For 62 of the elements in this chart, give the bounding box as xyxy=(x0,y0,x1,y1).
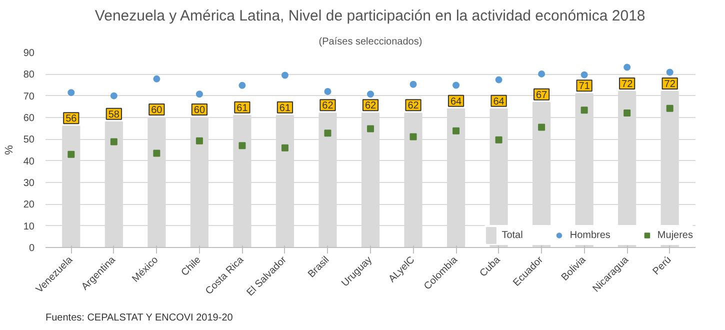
y-tick-label: 80 xyxy=(23,70,35,81)
point xyxy=(580,71,588,78)
legend-label: Total xyxy=(502,230,523,240)
data-label: 62 xyxy=(408,100,420,112)
y-tick-label: 90 xyxy=(23,48,35,59)
y-tick-label: 70 xyxy=(23,91,35,102)
point xyxy=(281,144,288,152)
point xyxy=(452,127,460,134)
point xyxy=(538,70,546,78)
point xyxy=(624,109,631,116)
y-tick-label: 60 xyxy=(23,113,35,124)
point xyxy=(410,80,417,88)
point xyxy=(238,142,246,150)
chart-subtitle: (Países seleccionados) xyxy=(318,36,422,48)
y-tick-label: 20 xyxy=(23,200,35,211)
point xyxy=(68,150,75,158)
point xyxy=(324,130,332,137)
data-label: 58 xyxy=(108,109,120,120)
data-label: 62 xyxy=(322,100,334,112)
point xyxy=(196,90,203,98)
y-tick-label: 50 xyxy=(23,134,35,146)
legend-label: Hombres xyxy=(570,230,610,240)
point xyxy=(666,104,674,112)
legend-label: Mujeres xyxy=(657,230,693,240)
point xyxy=(324,88,332,95)
point xyxy=(367,90,374,98)
point xyxy=(196,137,203,144)
point xyxy=(110,92,118,100)
data-label: 71 xyxy=(578,81,590,92)
y-tick-label: 0 xyxy=(28,243,35,254)
point xyxy=(624,64,631,71)
point xyxy=(580,106,588,114)
source-note: Fuentes: CEPALSTAT Y ENCOVI 2019-20 xyxy=(46,312,234,324)
point xyxy=(538,124,546,131)
data-label: 60 xyxy=(194,105,206,116)
point xyxy=(238,82,246,89)
point xyxy=(68,89,75,96)
data-label: 62 xyxy=(364,100,376,112)
point xyxy=(367,125,374,132)
point xyxy=(452,82,460,89)
y-tick-label: 30 xyxy=(23,178,35,189)
data-label: 64 xyxy=(450,96,462,108)
data-label: 64 xyxy=(493,96,505,108)
data-label: 67 xyxy=(536,90,548,101)
y-axis-title: % xyxy=(3,144,16,155)
chart-title: Venezuela y América Latina, Nivel de participación en la actividad económica 2018 xyxy=(94,8,646,24)
data-label: 61 xyxy=(279,102,291,114)
point xyxy=(153,150,160,157)
data-label: 72 xyxy=(622,79,634,90)
point xyxy=(410,133,417,140)
data-label: 61 xyxy=(236,102,248,114)
y-tick-label: 40 xyxy=(23,156,35,168)
point xyxy=(153,75,160,82)
point xyxy=(495,76,502,84)
data-label: 56 xyxy=(66,114,78,125)
point xyxy=(110,138,118,146)
data-label: 60 xyxy=(151,105,163,116)
point xyxy=(281,72,288,79)
y-tick-label: 10 xyxy=(23,221,35,232)
point xyxy=(495,136,502,144)
point xyxy=(666,68,674,76)
data-label: 72 xyxy=(664,79,676,90)
